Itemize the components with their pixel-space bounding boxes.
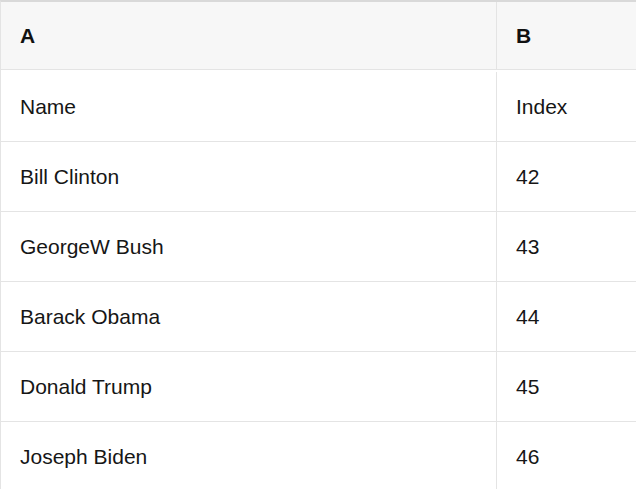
cell-text: Joseph Biden [20, 445, 147, 469]
cell-text: 43 [516, 235, 539, 259]
cell-index[interactable]: 43 [497, 212, 636, 282]
spreadsheet-table: A B Name Index Bill Clinton 42 GeorgeW B… [0, 0, 636, 489]
cell-name[interactable]: Joseph Biden [1, 422, 497, 489]
cell-text: 45 [516, 375, 539, 399]
column-header-a[interactable]: A [1, 2, 497, 70]
cell-name[interactable]: GeorgeW Bush [1, 212, 497, 282]
column-header-b[interactable]: B [497, 2, 636, 70]
cell-text: Donald Trump [20, 375, 152, 399]
cell-text: GeorgeW Bush [20, 235, 164, 259]
cell-text: 46 [516, 445, 539, 469]
cell-index-header[interactable]: Index [497, 72, 636, 142]
cell-name-header[interactable]: Name [1, 72, 497, 142]
cell-index[interactable]: 44 [497, 282, 636, 352]
cell-text: 44 [516, 305, 539, 329]
cell-name[interactable]: Barack Obama [1, 282, 497, 352]
cell-text: Index [516, 95, 567, 119]
cell-text: Barack Obama [20, 305, 160, 329]
cell-index[interactable]: 45 [497, 352, 636, 422]
cell-text: Name [20, 95, 76, 119]
column-header-b-label: B [516, 24, 531, 48]
cell-name[interactable]: Bill Clinton [1, 142, 497, 212]
cell-text: Bill Clinton [20, 165, 119, 189]
cell-index[interactable]: 46 [497, 422, 636, 489]
cell-index[interactable]: 42 [497, 142, 636, 212]
cell-name[interactable]: Donald Trump [1, 352, 497, 422]
column-header-a-label: A [20, 24, 35, 48]
cell-text: 42 [516, 165, 539, 189]
